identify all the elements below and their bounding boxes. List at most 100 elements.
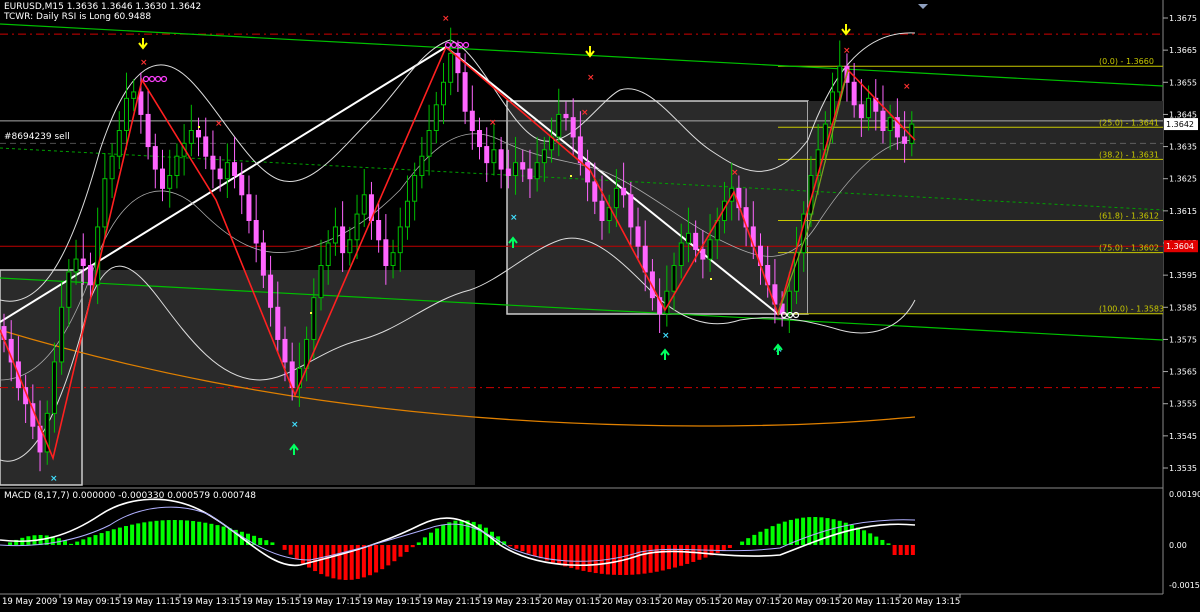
macd-bar-negative [374, 545, 379, 573]
x-marker-icon: × [903, 82, 911, 92]
candle-bull [73, 258, 79, 273]
macd-bar-positive [801, 517, 806, 545]
arrow-down-icon [841, 24, 851, 36]
time-tick-label: 19 May 17:15 [302, 597, 360, 607]
candle-bull [678, 242, 684, 266]
candle-bear [894, 117, 900, 138]
candle-bull [66, 271, 72, 308]
price-tick-label: 1.3535 [1169, 464, 1197, 473]
time-tick-label: 19 May 11:15 [122, 597, 180, 607]
signal-dot [310, 312, 312, 314]
macd-bar-positive [50, 536, 55, 545]
candle-bear [210, 155, 216, 170]
macd-bar-negative [563, 545, 568, 567]
candle-bear [477, 130, 483, 148]
candle-bear [455, 52, 461, 74]
candle-bull [347, 239, 353, 254]
candle-bear [282, 338, 288, 363]
arrow-up-icon [508, 236, 518, 248]
candle-bull [534, 162, 540, 180]
current-price-box [1164, 118, 1198, 131]
macd-bar-negative [508, 545, 513, 547]
macd-bar-negative [575, 545, 580, 570]
price-tick-label: 1.3565 [1169, 368, 1197, 377]
shift-indicator-icon[interactable] [918, 4, 928, 9]
moving-average-curve [0, 329, 916, 427]
macd-bar-positive [807, 517, 812, 545]
macd-bar-positive [752, 534, 757, 545]
candle-bull [188, 130, 194, 144]
candle-bear [693, 232, 699, 250]
macd-bar-positive [99, 533, 104, 545]
macd-bar-negative [331, 545, 336, 579]
time-tick-label: 19 May 15:15 [242, 597, 300, 607]
macd-bar-negative [691, 545, 696, 562]
price-tick-label: 1.3555 [1169, 400, 1197, 409]
macd-bar-negative [898, 545, 903, 555]
candle-bear [563, 113, 569, 119]
macd-bar-positive [447, 522, 452, 545]
macd-bar-negative [618, 545, 623, 575]
macd-bar-positive [185, 520, 189, 545]
macd-bar-positive [130, 524, 135, 545]
candle-bull [671, 265, 677, 292]
price-tick-label: 1.3615 [1169, 207, 1197, 216]
macd-bar-positive [788, 519, 793, 545]
time-tick-label: 20 May 11:15 [842, 597, 900, 607]
x-marker-icon: × [140, 58, 148, 68]
macd-bar-positive [813, 517, 818, 545]
macd-bar-positive [416, 542, 421, 545]
fib-level-label: (100.0) - 1.3583 [1099, 305, 1164, 314]
candle-bull [311, 297, 317, 340]
price-tick-label: 1.3585 [1169, 303, 1197, 312]
axes: 1.3675 1.3665 1.3655 1.3645 1.3635 1.3625 1.36… [2, 14, 1200, 607]
candle-bear [203, 136, 209, 157]
bollinger-middle [0, 133, 916, 381]
macd-bar-negative [380, 545, 385, 570]
candle-bull [513, 162, 519, 176]
macd-bar-negative [361, 545, 366, 578]
candle-bear [383, 239, 389, 267]
macd-bar-positive [148, 521, 153, 545]
candle-bull [887, 117, 893, 132]
candle-bear [520, 162, 526, 170]
bollinger-upper [0, 32, 916, 302]
order-label[interactable]: #8694239 sell [4, 132, 70, 142]
macd-bar-negative [551, 545, 555, 563]
fib-level-label: (38.2) - 1.3631 [1099, 150, 1159, 159]
macd-bar-negative [599, 545, 604, 574]
macd-bar-positive [69, 543, 74, 545]
macd-bar-positive [154, 520, 159, 545]
channel-top-line [0, 23, 1164, 87]
candle-bull [361, 194, 367, 215]
candle-bull [556, 113, 562, 138]
macd-bar-negative [313, 545, 318, 572]
pattern-circle-icon [786, 311, 794, 319]
macd-bar-positive [160, 520, 165, 545]
candle-bull [707, 239, 713, 260]
candle-bear [152, 146, 158, 170]
time-tick-label: 19 May 13:15 [182, 597, 240, 607]
candle-bear [87, 265, 93, 286]
time-tick-label: 20 May 03:15 [602, 597, 660, 607]
candle-bear [239, 175, 245, 196]
macd-bar-positive [441, 524, 446, 545]
macd-bar-positive [203, 522, 208, 545]
candle-bear [232, 162, 238, 176]
macd-bar-positive [117, 527, 122, 545]
macd-bar-negative [520, 545, 525, 552]
macd-bar-positive [166, 520, 171, 545]
macd-bar-positive [111, 529, 116, 545]
macd-bar-negative [368, 545, 372, 576]
candle-bear [592, 181, 598, 202]
macd-bar-negative [715, 545, 720, 553]
macd-bar-positive [215, 525, 220, 545]
macd-bar-negative [392, 545, 397, 562]
arrow-down-icon [585, 46, 595, 58]
candle-bear [700, 248, 706, 260]
candle-bear [621, 187, 627, 196]
candle-bull [685, 232, 691, 244]
x-marker-icon: × [442, 14, 450, 24]
